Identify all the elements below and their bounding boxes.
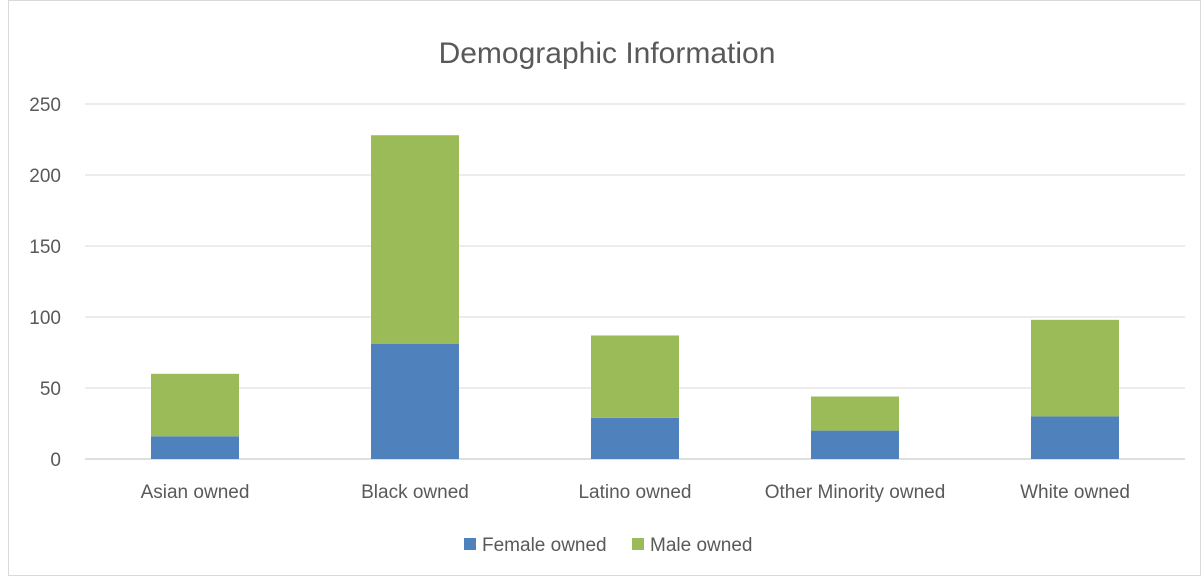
- bar-male-owned: [811, 396, 899, 431]
- legend: Female owned Male owned: [464, 535, 752, 556]
- bar-female-owned: [591, 417, 679, 459]
- bar-female-owned: [371, 343, 459, 459]
- y-tick-label: 0: [50, 450, 61, 471]
- y-tick-label: 50: [40, 379, 61, 400]
- gridlines: [85, 103, 1185, 460]
- y-tick-label: 200: [29, 166, 61, 187]
- legend-swatch: [632, 538, 644, 550]
- chart-title: Demographic Information: [439, 37, 776, 70]
- bar-female-owned: [1031, 416, 1119, 459]
- y-axis-tick-labels: 0 50 100 150 200 250: [29, 95, 61, 471]
- stacked-bar-chart: Demographic Information 050100150200250 …: [29, 37, 1185, 556]
- bars: [151, 135, 1119, 459]
- y-tick-label: 100: [29, 308, 61, 329]
- x-tick-label: Black owned: [361, 482, 469, 503]
- y-tick-label: 250: [29, 95, 61, 116]
- bar-female-owned: [151, 436, 239, 459]
- legend-label: Male owned: [650, 535, 752, 556]
- bar-male-owned: [1031, 319, 1119, 417]
- legend-label: Female owned: [482, 535, 607, 556]
- y-tick-label: 150: [29, 237, 61, 258]
- bar-male-owned: [591, 335, 679, 418]
- x-tick-label: Latino owned: [578, 482, 691, 503]
- chart-container: Demographic Information 0 50 100 150 200 250 …: [8, 0, 1201, 576]
- bar-male-owned: [371, 135, 459, 344]
- x-tick-label: Asian owned: [141, 482, 250, 503]
- x-axis-tick-labels: Asian owned Black owned Latino owned Other …: [141, 482, 1130, 503]
- bar-female-owned: [811, 430, 899, 459]
- legend-swatch: [464, 538, 476, 550]
- x-tick-label: Other Minority owned: [765, 482, 946, 503]
- bar-male-owned: [151, 373, 239, 437]
- x-tick-label: White owned: [1020, 482, 1130, 503]
